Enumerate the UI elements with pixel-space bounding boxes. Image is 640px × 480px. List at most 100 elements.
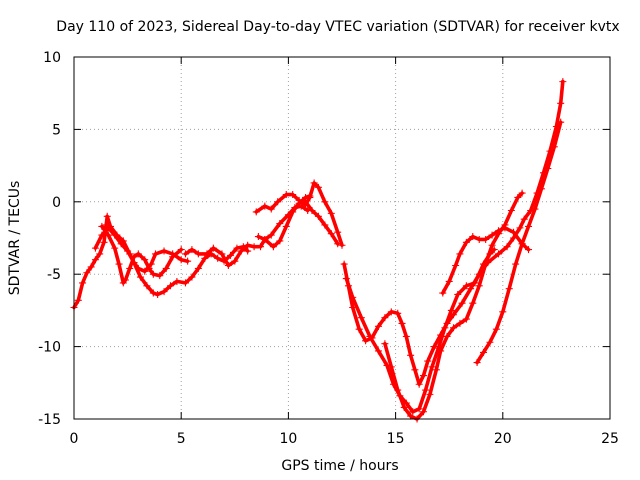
axis-ticks: 0 5 10 15 20 25 -15 -10 -5 0 5 10: [38, 50, 619, 447]
data-point: [188, 273, 196, 281]
data-point: [415, 405, 423, 413]
data-point: [166, 282, 174, 290]
data-point: [104, 231, 112, 239]
data-point: [407, 412, 415, 420]
data-point: [525, 246, 533, 254]
data-point: [209, 244, 217, 252]
data-point: [169, 253, 177, 261]
data-point: [537, 185, 545, 193]
data-point: [550, 143, 558, 151]
data-point: [314, 212, 322, 220]
data-point: [231, 257, 239, 265]
data-point: [98, 222, 106, 230]
data-point: [516, 224, 524, 232]
data-point: [269, 243, 277, 251]
data-point: [145, 264, 153, 272]
data-point: [428, 363, 436, 371]
data-point: [100, 238, 108, 246]
data-point: [467, 285, 475, 293]
data-point: [458, 299, 466, 307]
data-point: [201, 254, 209, 262]
data-point: [302, 198, 310, 206]
data-point: [289, 191, 297, 199]
data-point: [340, 260, 348, 268]
data-point: [482, 260, 490, 268]
x-tick-label: 10: [279, 431, 297, 447]
series-trace: [475, 120, 563, 365]
data-point: [194, 264, 202, 272]
y-tick-label: -15: [38, 412, 61, 428]
series-pass-7: [302, 198, 342, 248]
x-tick-label: 0: [70, 431, 79, 447]
data-point: [501, 224, 509, 232]
data-point: [503, 243, 511, 251]
data-point: [149, 289, 157, 297]
data-point: [136, 273, 144, 281]
data-point: [214, 254, 222, 262]
data-point: [327, 230, 335, 238]
data-point: [308, 206, 316, 214]
data-point: [510, 228, 518, 236]
data-point: [143, 282, 151, 290]
data-point: [314, 183, 322, 191]
data-point: [321, 221, 329, 229]
data-point: [295, 196, 303, 204]
data-point: [507, 206, 515, 214]
data-point: [194, 250, 202, 258]
data-point: [267, 205, 275, 213]
data-point: [173, 277, 181, 285]
data-point: [387, 363, 395, 371]
x-tick-label: 25: [601, 431, 619, 447]
data-point: [426, 390, 434, 398]
data-point: [456, 250, 464, 258]
series-pass-9: [342, 246, 498, 416]
data-point: [310, 179, 318, 187]
data-point: [282, 191, 290, 199]
data-point: [141, 267, 149, 275]
data-point: [454, 290, 462, 298]
data-point: [366, 332, 374, 340]
data-point: [374, 347, 382, 355]
series-pass-2: [98, 222, 185, 287]
data-point: [121, 276, 129, 284]
data-point: [381, 314, 389, 322]
data-point: [398, 319, 406, 327]
data-point: [334, 240, 342, 248]
series-trace: [100, 224, 183, 285]
data-point: [252, 208, 260, 216]
data-point: [274, 198, 282, 206]
data-point: [482, 235, 490, 243]
y-tick-label: 5: [52, 122, 61, 138]
data-point: [203, 250, 211, 258]
series-pass-8: [340, 78, 567, 388]
x-axis-label: GPS time / hours: [281, 458, 398, 474]
data-point: [306, 193, 314, 201]
data-point: [276, 237, 284, 245]
data-point: [407, 351, 415, 359]
data-point: [402, 332, 410, 340]
data-point: [130, 259, 138, 267]
data-point: [156, 272, 164, 280]
data-point: [452, 262, 460, 270]
data-point: [151, 250, 159, 258]
data-point: [289, 208, 297, 216]
data-point: [79, 279, 87, 287]
data-point: [415, 380, 423, 388]
data-point: [111, 244, 119, 252]
x-tick-label: 15: [387, 431, 405, 447]
data-point: [91, 244, 99, 252]
data-point: [469, 299, 477, 307]
data-point: [424, 357, 432, 365]
data-point: [462, 238, 470, 246]
data-point: [355, 325, 363, 333]
data-point: [334, 228, 342, 236]
data-layer: [70, 78, 567, 423]
y-axis-label: SDTVAR / TECUs: [7, 181, 23, 296]
data-point: [518, 240, 526, 248]
data-point: [254, 233, 262, 241]
data-point: [362, 337, 370, 345]
series-trace: [342, 79, 565, 386]
x-tick-label: 20: [494, 431, 512, 447]
data-point: [104, 224, 112, 232]
data-point: [181, 279, 189, 287]
